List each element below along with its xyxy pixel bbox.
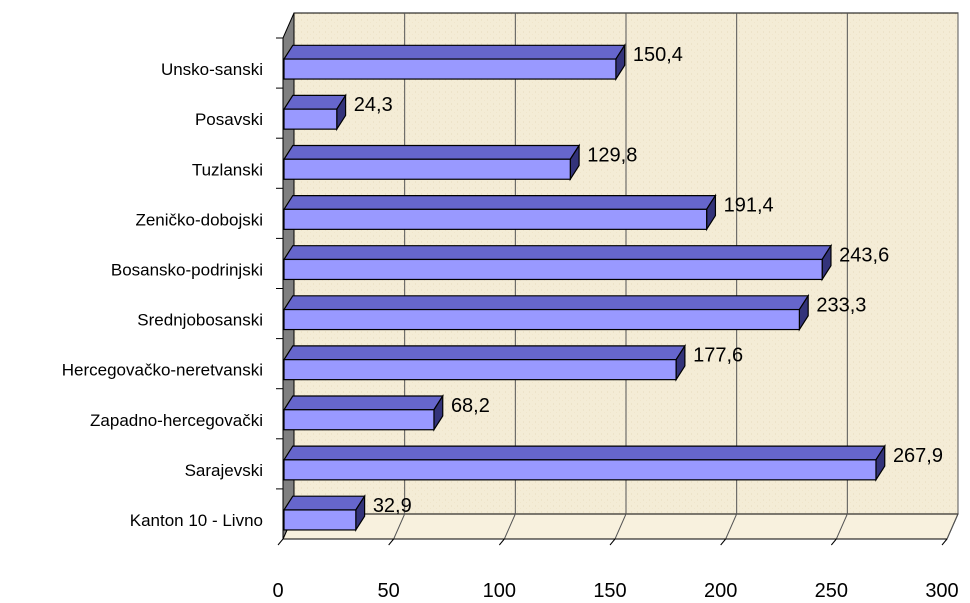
bar-value-label: 267,9 [893,445,943,467]
x-tick [941,538,948,546]
x-tick-label: 200 [704,580,737,602]
category-label: Srednjobosanski [137,311,263,330]
category-label: Kanton 10 - Livno [130,511,263,530]
bar-value-label: 68,2 [451,395,490,417]
x-tick [498,538,505,546]
bar-front-face [283,409,435,431]
bar-value-label: 24,3 [354,94,393,116]
category-label: Posavski [195,110,263,129]
value-labels-group: 150,4 24,3 129,8 191,4 243,6 233,3 177,6 68,2 26… [354,44,943,517]
bar-front-face [283,58,617,80]
bar-top-face [282,94,347,110]
category-labels-group: Unsko-sanski Posavski Tuzlanski Zeničko-dob… [62,37,283,530]
category-label: Hercegovačko-neretvanski [62,361,263,380]
bar-front-face [283,509,357,531]
bar [282,143,581,182]
bar [282,193,717,232]
bar-top-face [282,144,581,160]
bar-front-face [283,359,677,381]
gridline [946,13,959,540]
bar-top-face [282,445,886,461]
bar-value-label: 129,8 [587,144,637,166]
bars-group [282,43,886,533]
bar [282,43,626,82]
bar [282,444,886,482]
bar [282,393,444,432]
x-tick [720,538,727,546]
bar-front-face [283,258,823,281]
x-tick-label: 100 [483,580,516,602]
x-axis: 0 50 100 150 200 250 300 [272,538,959,602]
bar-top-face [282,195,717,210]
bar-top-face [282,245,833,261]
bar [282,293,810,332]
gridline [393,13,406,540]
x-tick [277,538,284,546]
category-label: Bosansko-podrinjski [111,260,263,279]
gridlines [393,13,959,540]
x-tick [830,538,837,546]
bar [282,343,686,382]
bar-value-label: 32,9 [373,495,412,517]
bar-top-face [282,495,366,511]
x-tick-label: 300 [925,580,958,602]
gridline [725,13,738,540]
bar-value-label: 177,6 [693,345,743,367]
gridline [614,13,627,540]
bar-front-face [283,208,708,230]
bar-top-face [282,395,444,411]
x-tick-label: 50 [378,580,400,602]
bar [282,243,833,282]
x-tick-label: 150 [593,580,626,602]
bar [282,93,347,132]
bar [282,494,366,533]
category-label: Zeničko-dobojski [135,210,263,229]
bar-top-face [282,295,810,311]
bar-value-label: 191,4 [724,194,774,216]
bar-top-face [282,345,686,361]
gridline [503,13,516,540]
x-tick [388,538,395,546]
category-label: Sarajevski [185,461,263,480]
bar-value-label: 233,3 [816,295,866,317]
bar-front-face [283,308,800,331]
category-label: Zapadno-hercegovački [90,411,263,430]
category-label: Tuzlanski [192,160,263,179]
category-label: Unsko-sanski [161,60,263,79]
bar-value-label: 150,4 [633,44,683,66]
bar-front-face [283,108,338,130]
bar-top-face [282,44,626,60]
bar-value-label: 243,6 [839,244,889,266]
bar-front-face [283,158,571,180]
x-tick-label: 0 [272,580,283,602]
x-tick [609,538,616,546]
gridline [835,13,848,540]
bar-front-face [283,459,877,481]
x-tick-label: 250 [815,580,848,602]
